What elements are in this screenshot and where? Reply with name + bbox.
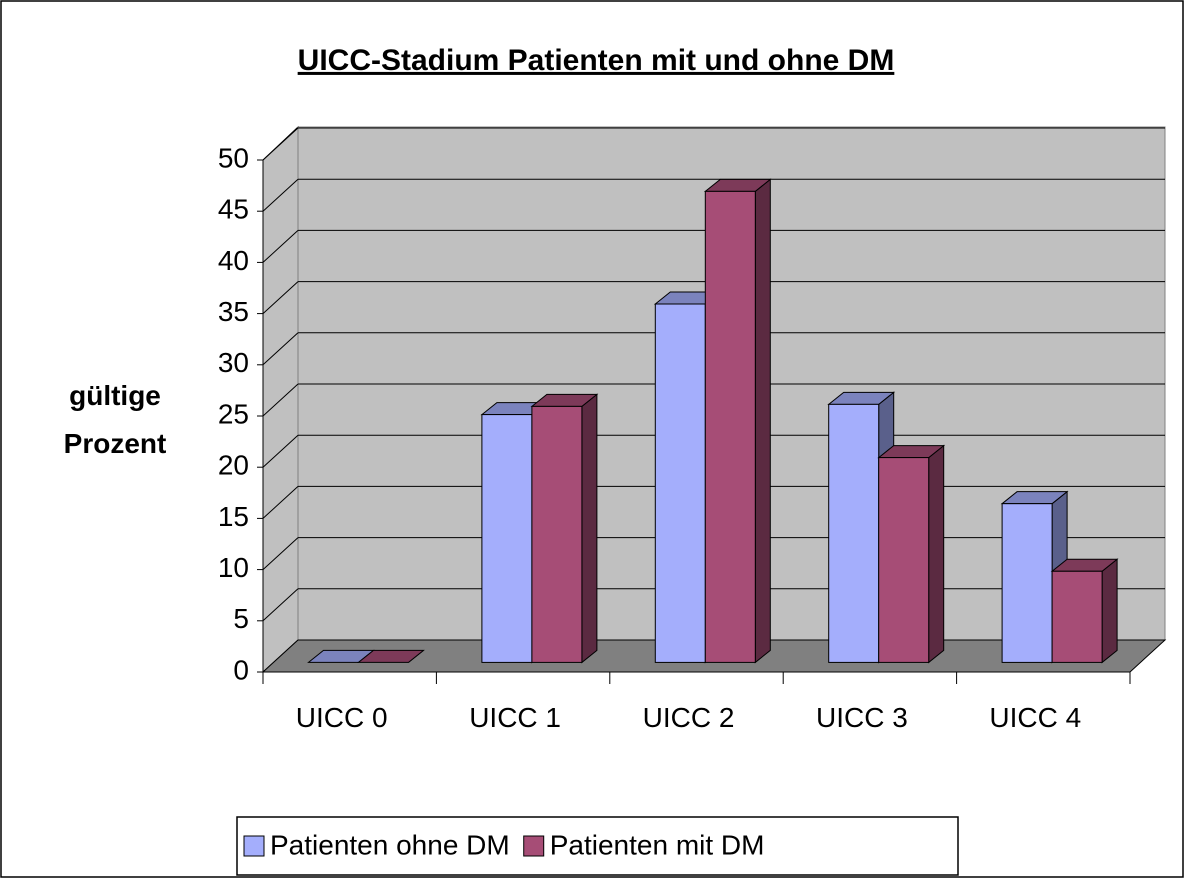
bar-front (1051, 570, 1103, 663)
bar (530, 393, 599, 664)
y-tick-label: 15 (218, 501, 249, 532)
y-axis-label: gültige Prozent (63, 380, 167, 459)
grid-line (262, 537, 299, 570)
bar-front (1001, 503, 1053, 663)
bar (1000, 490, 1069, 664)
y-tick-label: 5 (233, 603, 249, 634)
legend-label: Patienten ohne DM (270, 829, 510, 860)
bar-front (481, 414, 533, 663)
x-tick-label: UICC 4 (989, 702, 1082, 733)
bar (877, 444, 946, 664)
legend-swatch (243, 835, 265, 857)
grid-line (262, 230, 299, 263)
x-tick-label: UICC 3 (815, 702, 908, 733)
legend-label: Patienten mit DM (550, 829, 765, 860)
grid-line (262, 127, 299, 161)
chart-title: UICC-Stadium Patienten mit und ohne DM (298, 44, 895, 77)
bar-front (531, 405, 583, 663)
y-tick-label: 50 (218, 142, 249, 173)
bar-side (928, 444, 945, 664)
bar (703, 178, 772, 664)
bar (1050, 558, 1119, 664)
y-tick-label: 0 (233, 654, 249, 685)
bar-front (654, 303, 706, 663)
grid-line (262, 486, 299, 519)
y-tick-label: 45 (218, 194, 249, 225)
bar-side (581, 393, 598, 664)
bar-front (878, 457, 930, 663)
bar-top (357, 649, 425, 663)
legend-box (236, 816, 959, 876)
y-tick-label: 25 (218, 398, 249, 429)
y-tick-label: 40 (218, 245, 249, 276)
x-tick-label: UICC 2 (642, 702, 735, 733)
grid-line (262, 281, 299, 314)
bar-front (704, 190, 756, 663)
y-tick-label: 20 (218, 450, 249, 481)
legend-swatch (523, 835, 545, 857)
grid-line (262, 588, 299, 622)
grid-line (262, 332, 299, 366)
x-tick-label: UICC 0 (295, 702, 388, 733)
y-tick-label: 30 (218, 347, 249, 378)
grid-line (262, 383, 299, 417)
bar-side (1101, 558, 1118, 664)
bar (357, 649, 425, 663)
y-tick-label: 35 (218, 296, 249, 327)
y-tick-label: 10 (218, 552, 249, 583)
grid-line (262, 178, 299, 212)
bar-side (754, 178, 771, 664)
x-tick-label: UICC 1 (469, 702, 561, 733)
grid-line (262, 434, 299, 468)
bar-front (828, 403, 880, 663)
